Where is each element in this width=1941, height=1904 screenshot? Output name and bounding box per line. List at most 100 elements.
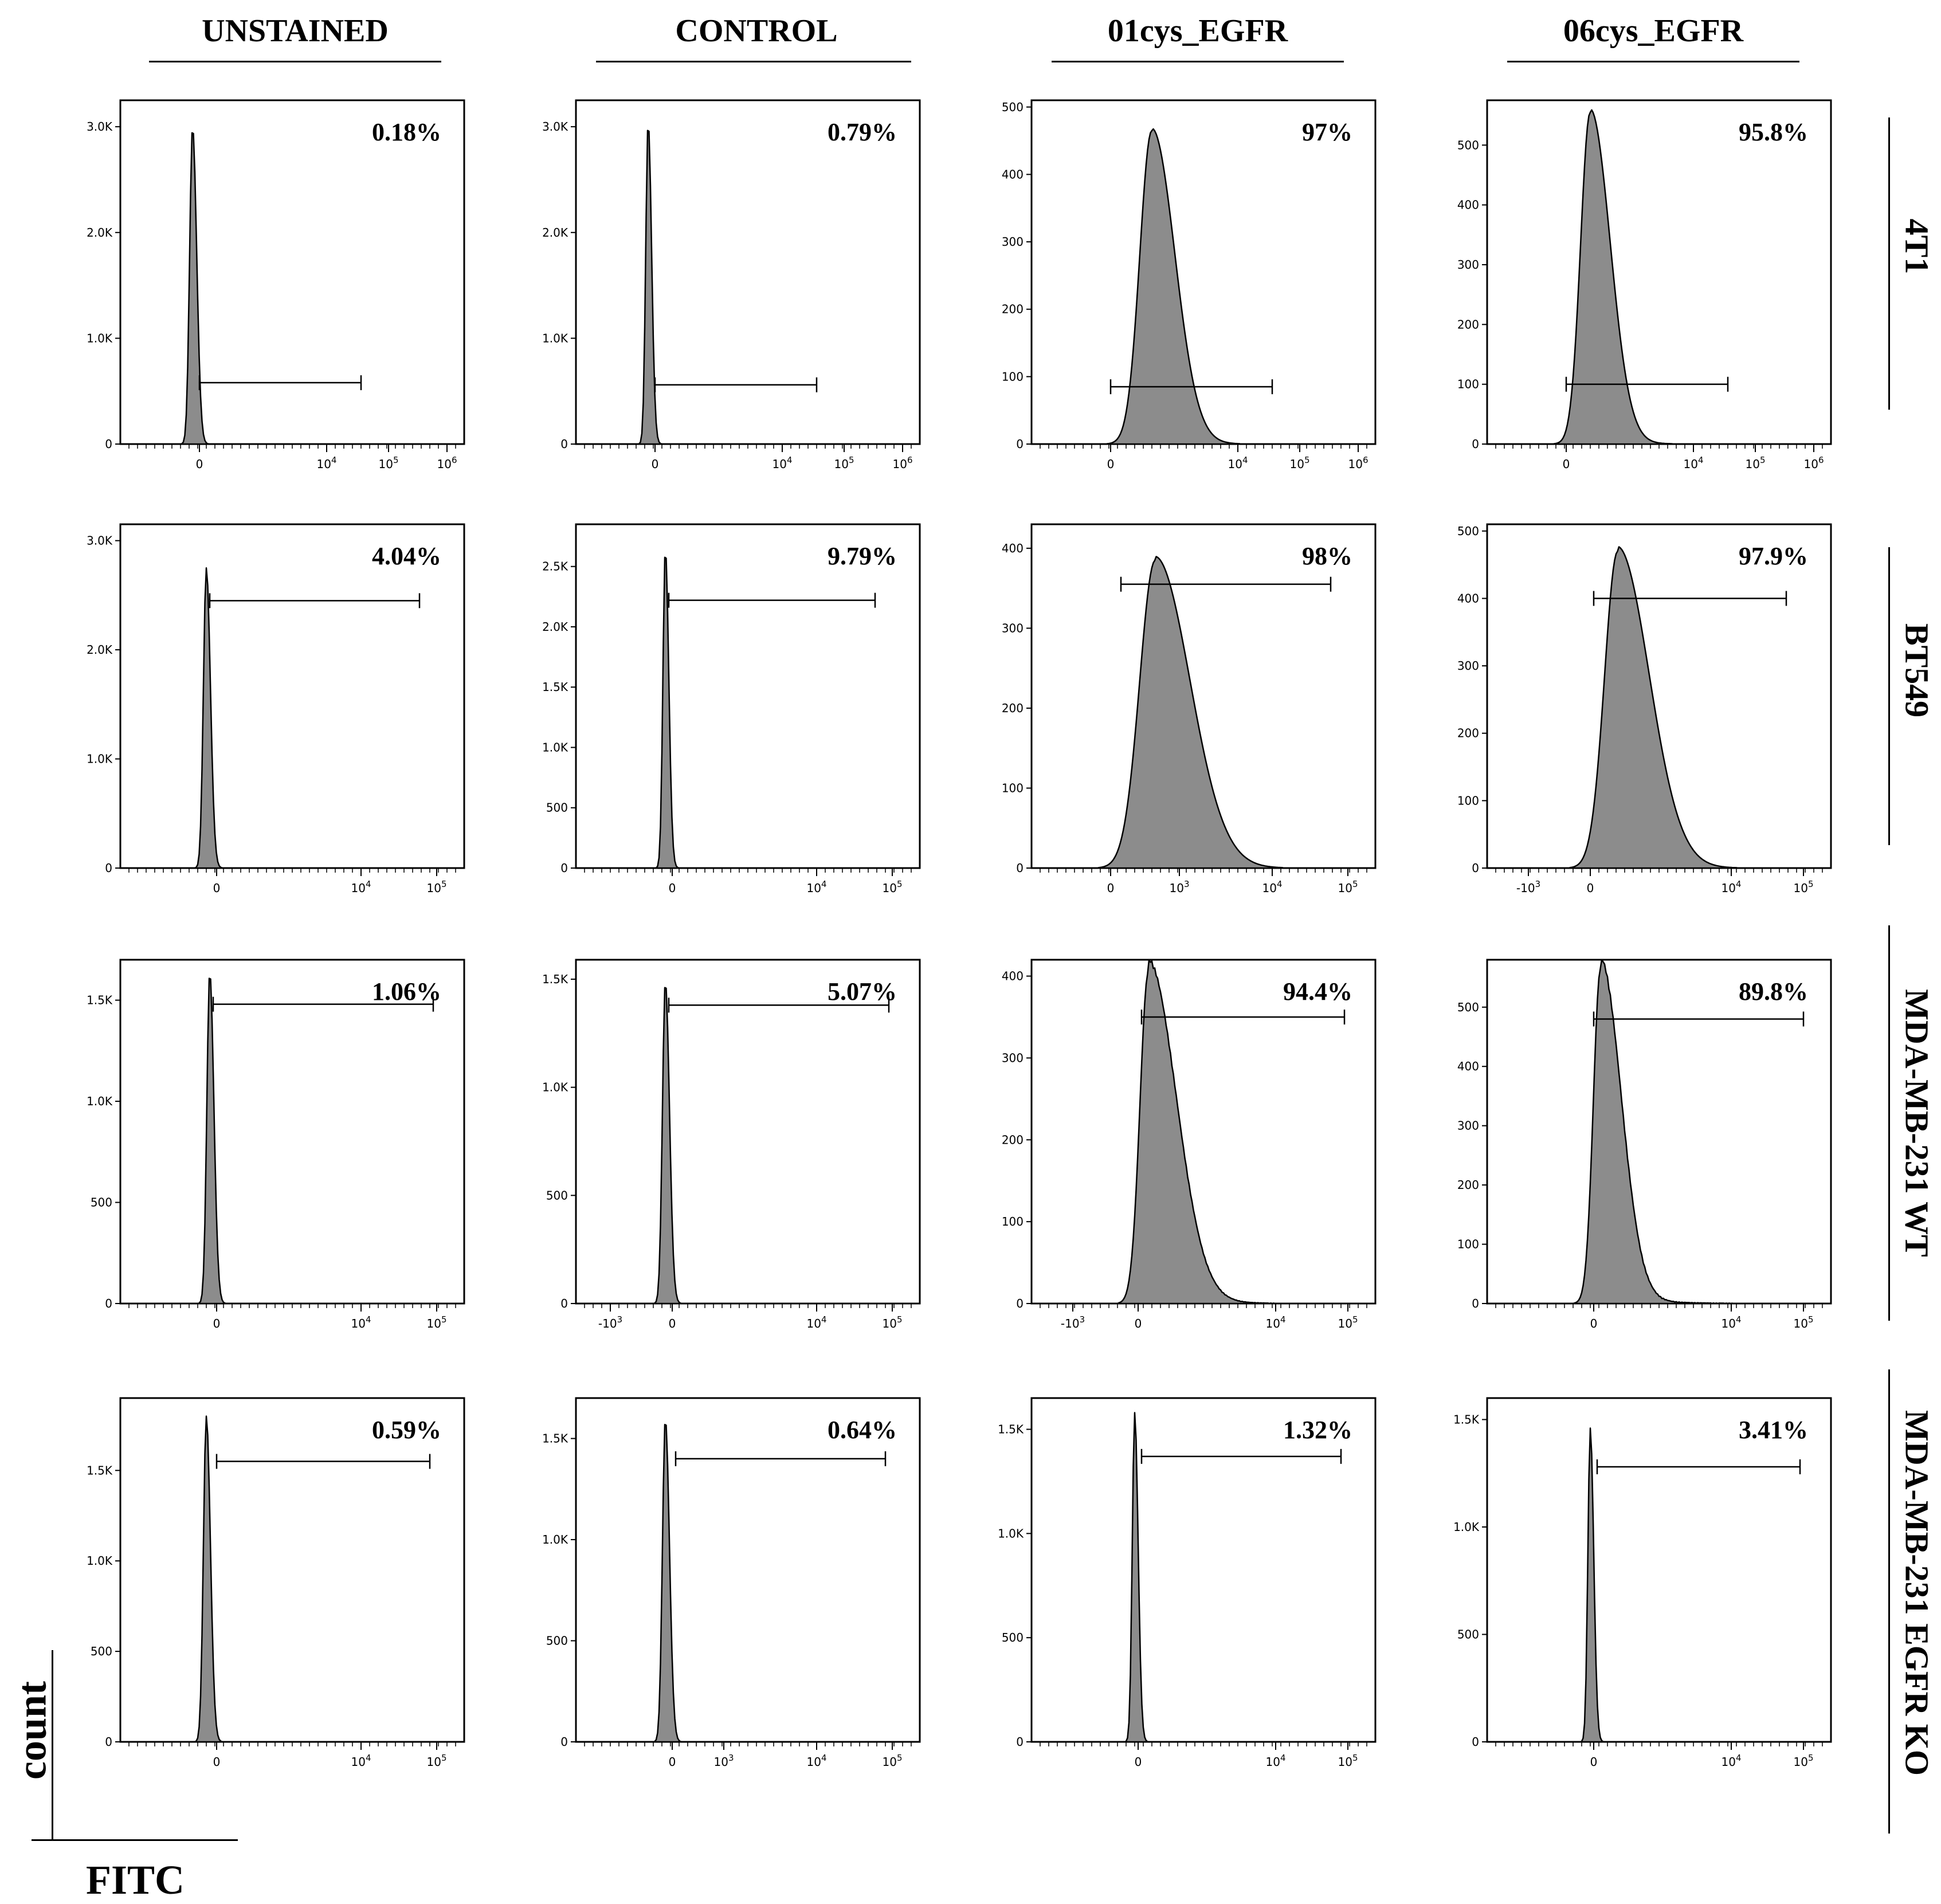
x-tick-label: -103 [1516,879,1540,895]
y-tick-label: 2.0K [542,620,568,634]
histogram-series [1030,1412,1377,1743]
y-tick-label: 1.5K [87,1463,113,1477]
y-tick-label: 500 [1457,524,1479,538]
histogram-series [575,129,921,445]
histogram-panel: 0 500 1.0K 1.5K 0 104 105 1.06% [87,959,465,1330]
gate-percent-label: 95.8% [1739,118,1808,146]
y-tick-label: 500 [1457,1628,1479,1642]
plot-frame [575,99,921,445]
histogram-series [119,567,465,869]
y-tick-label: 300 [1457,258,1479,272]
y-tick-label: 300 [1002,621,1024,635]
y-tick-label: 400 [1457,1059,1479,1073]
x-tick-label: 106 [893,455,913,471]
row-rule [1888,117,1890,410]
plot-frame [119,959,465,1305]
x-tick-label: 104 [807,879,827,895]
x-tick-label: 105 [1338,1314,1358,1330]
histogram-panel: 0 100 200 300 400 500 0 104 105 106 95.8% [1457,99,1832,471]
histogram-panel: 0 100 200 300 400 500 0 104 105 89.8% [1457,959,1832,1330]
x-tick-label: 105 [427,1753,447,1769]
x-tick-label: 103 [1170,879,1190,895]
y-tick-label: 500 [1457,1000,1479,1014]
y-tick-label: 0 [105,861,112,875]
x-tick-label: 106 [437,455,457,471]
x-tick-label: 104 [351,1314,371,1330]
x-tick-label: 0 [1587,881,1594,895]
column-header-unstained: UNSTAINED [202,13,389,49]
y-tick-label: 0 [1016,861,1024,875]
histogram-panel: 0 100 200 300 400 500 -103 0 104 105 97.9% [1457,523,1832,895]
x-tick-label: 0 [669,881,676,895]
y-tick-label: 200 [1457,317,1479,331]
y-tick-label: 200 [1002,303,1024,316]
y-tick-label: 1.5K [542,972,568,986]
y-tick-label: 100 [1002,781,1024,795]
y-tick-label: 400 [1457,591,1479,605]
count-axis-label: count [9,1681,55,1780]
gate-percent-label: 94.4% [1283,977,1352,1006]
y-tick-label: 2.5K [542,560,568,574]
histogram-panel: 0 100 200 300 400 -103 0 104 105 94.4% [1002,959,1377,1330]
y-tick-label: 0 [1016,437,1024,451]
row-rule [1888,1369,1890,1834]
histogram-series [1030,556,1377,869]
gate-percent-label: 97.9% [1739,542,1808,570]
x-tick-label: 0 [213,881,221,895]
x-tick-label: 105 [1794,1314,1814,1330]
y-tick-label: 0 [560,861,568,875]
x-tick-label: 0 [196,457,203,471]
y-tick-label: 100 [1457,378,1479,391]
histogram-series [119,132,465,445]
y-tick-label: 1.0K [1453,1520,1480,1534]
gate-percent-label: 97% [1302,118,1352,146]
y-tick-label: 100 [1457,794,1479,807]
histogram-panel: 0 500 1.0K 1.5K 0 104 105 0.59% [87,1397,465,1769]
histogram-panel: 0 500 1.0K 1.5K 2.0K 2.5K 0 104 105 9.79% [542,523,921,895]
y-tick-label: 300 [1002,1051,1024,1065]
histogram-panel: 0 500 1.0K 1.5K 0 104 105 3.41% [1453,1397,1832,1769]
x-tick-label: 0 [1590,1317,1598,1330]
column-header-01cys-egfr: 01cys_EGFR [1107,13,1288,49]
x-tick-label: 104 [1266,1753,1286,1769]
histogram-series [575,1424,921,1743]
y-tick-label: 3.0K [87,120,113,134]
x-tick-label: 104 [1266,1314,1286,1330]
axis-legend-vertical-line [52,1650,53,1839]
gate-percent-label: 0.79% [828,118,897,146]
column-header-06cys-egfr: 06cys_EGFR [1563,13,1744,49]
plot-frame [119,523,465,869]
plot-frame [1486,99,1832,445]
y-tick-label: 0 [105,1735,112,1749]
gate-percent-label: 9.79% [828,542,897,570]
y-tick-label: 300 [1457,659,1479,673]
column-rule [1052,61,1344,62]
y-tick-label: 400 [1002,969,1024,983]
histogram-panel: 0 500 1.0K 1.5K 0 104 105 1.32% [998,1397,1377,1769]
x-tick-label: 104 [807,1753,827,1769]
histogram-series [1486,1427,1832,1743]
histogram-series [575,987,921,1305]
histogram-series [1486,546,1832,869]
histogram-series [575,556,921,869]
y-tick-label: 1.0K [542,1533,568,1546]
plot-frame [119,1397,465,1743]
y-tick-label: 500 [1002,1631,1024,1644]
histogram-series [1486,959,1832,1305]
row-rule [1888,925,1890,1321]
gate-percent-label: 0.18% [372,118,441,146]
y-tick-label: 0 [1472,1297,1479,1310]
x-tick-label: 105 [834,455,854,471]
y-tick-label: 1.0K [87,331,113,345]
histogram-panel: 0 1.0K 2.0K 3.0K 0 104 105 106 0.79% [542,99,921,471]
y-tick-label: 0 [105,437,112,451]
x-tick-label: 104 [1722,1314,1742,1330]
y-tick-label: 400 [1457,198,1479,212]
x-tick-label: 104 [1684,455,1704,471]
x-tick-label: 104 [1228,455,1248,471]
gate-percent-label: 1.06% [372,977,441,1006]
y-tick-label: 1.0K [87,752,113,766]
x-tick-label: 105 [427,879,447,895]
gate-percent-label: 5.07% [828,977,897,1006]
